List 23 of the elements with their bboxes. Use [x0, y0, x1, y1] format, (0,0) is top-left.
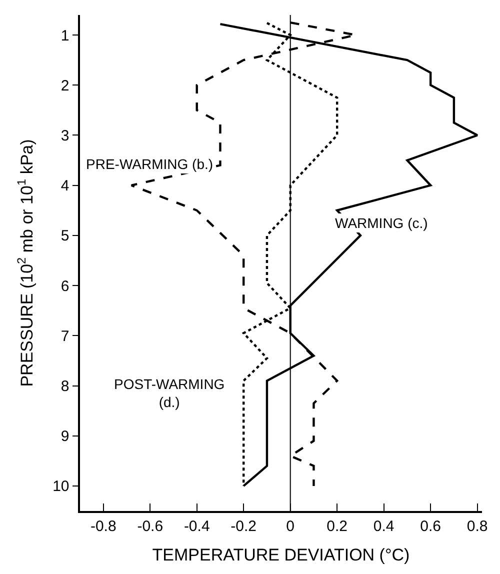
x-tick-label: 0.2	[326, 518, 348, 535]
y-tick-label: 2	[60, 77, 70, 94]
y-tick-label: 5	[60, 228, 70, 245]
x-tick-label: 0	[286, 518, 295, 535]
x-tick-label: 0.6	[420, 518, 442, 535]
y-tick-label: 3	[60, 127, 70, 144]
y-tick-label: 4	[60, 178, 70, 195]
x-axis-title: TEMPERATURE DEVIATION (°C)	[152, 546, 410, 565]
y-tick-label: 9	[60, 428, 70, 446]
x-tick-label: 0.4	[373, 518, 394, 535]
series-label: PRE-WARMING (b.)	[86, 156, 214, 172]
y-tick-label: 8	[60, 378, 70, 395]
y-tick-label: 7	[60, 328, 70, 345]
x-tick-label: -0.2	[230, 518, 257, 535]
x-tick-label: -0.4	[184, 518, 210, 535]
series-label: WARMING (c.)	[335, 215, 428, 231]
y-tick-label: 6	[60, 278, 70, 295]
y-tick-label: 10	[52, 478, 70, 496]
x-tick-label: 0.8	[466, 518, 488, 535]
x-tick-label: -0.8	[90, 518, 116, 535]
series-label: POST-WARMING (d.)	[114, 376, 225, 410]
y-tick-label: 1	[60, 27, 70, 44]
x-tick-label: -0.6	[137, 518, 164, 535]
